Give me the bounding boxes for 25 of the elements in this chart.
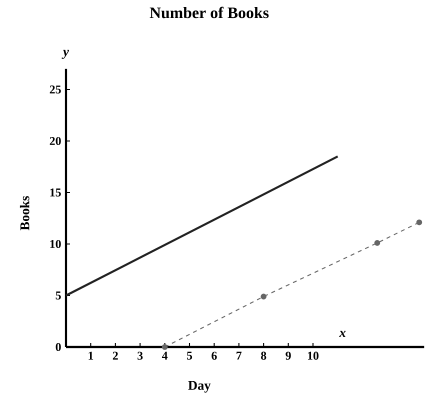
- x-tick-label: 10: [308, 352, 319, 360]
- chart-title: Number of Books: [150, 6, 269, 18]
- point: [374, 240, 380, 246]
- y-tick-label: 20: [50, 136, 61, 146]
- text: y: [62, 50, 69, 59]
- x-tick-label: 5: [186, 352, 192, 360]
- y-tick-label: 10: [50, 240, 61, 248]
- y-tick-label: 0: [56, 342, 61, 352]
- x-tick-label: 7: [236, 352, 242, 360]
- x-axis-title: Day: [188, 381, 211, 393]
- x-tick-label: 1: [88, 352, 94, 360]
- annotation: x: [339, 330, 346, 337]
- y-tick-label: 25: [50, 85, 61, 94]
- y-tick-label: 15: [50, 188, 61, 197]
- point: [416, 219, 422, 226]
- x-tick-label: 9: [286, 352, 291, 360]
- point: [162, 344, 168, 350]
- y-tick-label: 5: [56, 292, 61, 300]
- x-tick-label: 2: [112, 352, 118, 360]
- y-axis-title: Books: [20, 196, 30, 230]
- point: [260, 294, 267, 300]
- x-tick-label: 6: [212, 352, 217, 360]
- x-tick-label: 3: [138, 352, 143, 360]
- x-tick-label: 4: [162, 352, 168, 360]
- x-tick-label: 8: [261, 352, 266, 360]
